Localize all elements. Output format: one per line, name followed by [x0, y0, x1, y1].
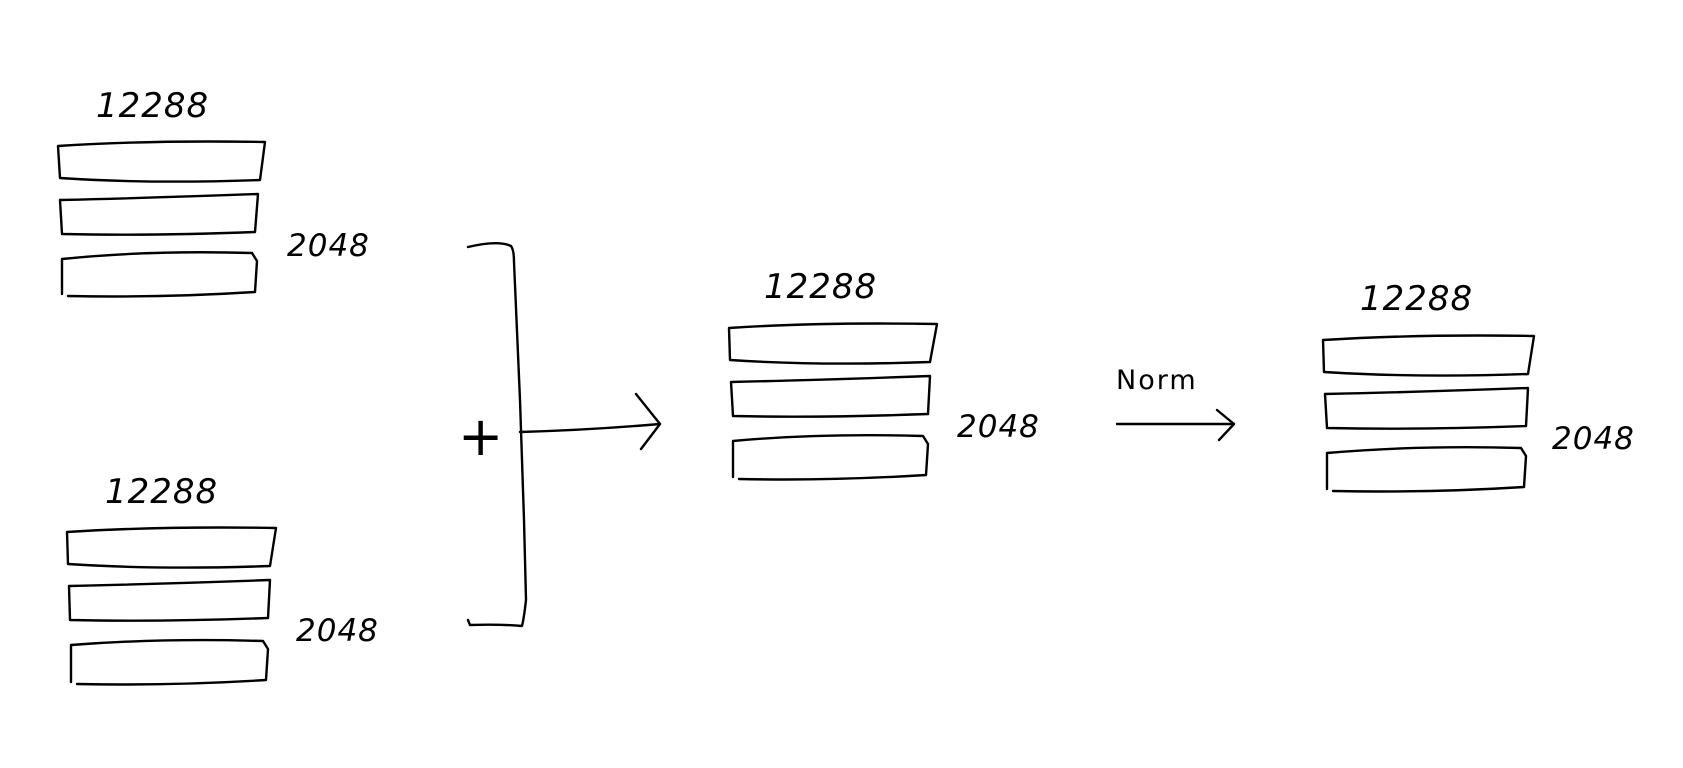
norm-label: Norm: [1116, 365, 1198, 396]
tensor-input-b-rows-label: 2048: [296, 613, 379, 649]
tensor-sum-row-3: [731, 433, 930, 481]
tensor-input-a: 12288 2048: [56, 86, 370, 298]
tensor-sum-width-label: 12288: [764, 267, 877, 307]
tensor-output-width-label: 12288: [1360, 279, 1473, 319]
tensor-input-b-row-3: [69, 638, 270, 686]
tensor-sum-row-1: [727, 322, 939, 365]
tensor-input-a-row-1: [56, 140, 267, 183]
tensor-input-b: 12288 2048: [65, 472, 379, 686]
norm-arrow: Norm: [1115, 365, 1236, 442]
tensor-output-row-2: [1323, 386, 1530, 430]
tensor-input-a-rows-label: 2048: [287, 228, 370, 264]
tensor-output: 12288 2048: [1321, 279, 1635, 493]
tensor-input-a-row-3: [60, 251, 259, 298]
tensor-input-b-width-label: 12288: [105, 472, 218, 512]
norm-arrow-head: [1215, 408, 1236, 442]
tensor-output-row-3: [1325, 445, 1528, 493]
plus-symbol: +: [458, 405, 503, 468]
tensor-input-a-row-2: [58, 192, 260, 236]
tensor-output-row-1: [1321, 334, 1536, 377]
bracket-line: [466, 242, 528, 628]
tensor-output-rows-label: 2048: [1552, 421, 1635, 457]
tensor-sum-rows-label: 2048: [957, 409, 1040, 445]
merge-arrow-head: [634, 392, 662, 451]
merge-arrow-shaft: [518, 422, 662, 434]
tensor-input-a-width-label: 12288: [96, 86, 209, 126]
tensor-input-b-row-1: [65, 526, 278, 569]
combine-bracket: +: [458, 242, 662, 628]
tensor-input-b-row-2: [67, 578, 272, 622]
tensor-sum-row-2: [729, 374, 932, 418]
tensor-sum: 12288 2048: [727, 267, 1040, 481]
